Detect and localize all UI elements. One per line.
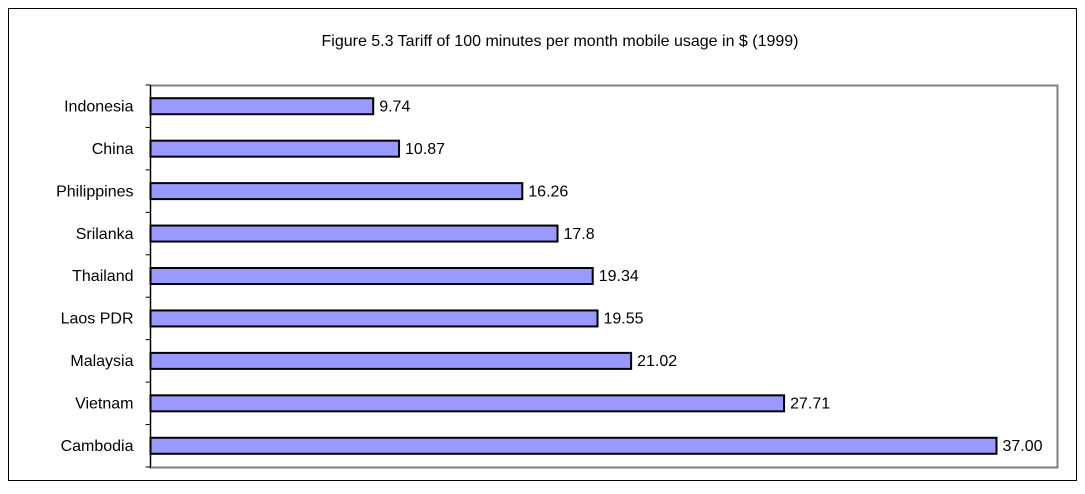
bar [149,224,559,243]
value-label: 16.26 [528,183,568,200]
y-tick-label: Laos PDR [61,311,134,328]
y-tick-label: Vietnam [75,396,133,413]
bar [149,97,375,116]
bar [149,309,599,328]
value-label: 21.02 [637,353,677,370]
value-label: 27.71 [790,396,830,413]
y-tick-label: Malaysia [70,353,133,370]
y-tick-label: China [92,141,134,158]
value-label: 19.34 [599,268,639,285]
chart-title: Figure 5.3 Tariff of 100 minutes per mon… [321,33,798,50]
bar [149,182,524,201]
y-tick-label: Cambodia [61,438,134,455]
y-tick-label: Thailand [72,268,133,285]
value-label: 37.00 [1003,438,1043,455]
y-tick-label: Srilanka [76,226,134,243]
value-label: 10.87 [405,141,445,158]
bar [149,394,786,413]
bar [149,351,633,370]
bar [149,139,401,158]
bar [149,436,998,455]
y-tick-label: Philippines [56,183,133,200]
bar [149,267,594,285]
value-label: 19.55 [604,311,644,328]
value-label: 17.8 [563,226,594,243]
y-tick-label: Indonesia [64,98,133,115]
value-label: 9.74 [379,98,410,115]
